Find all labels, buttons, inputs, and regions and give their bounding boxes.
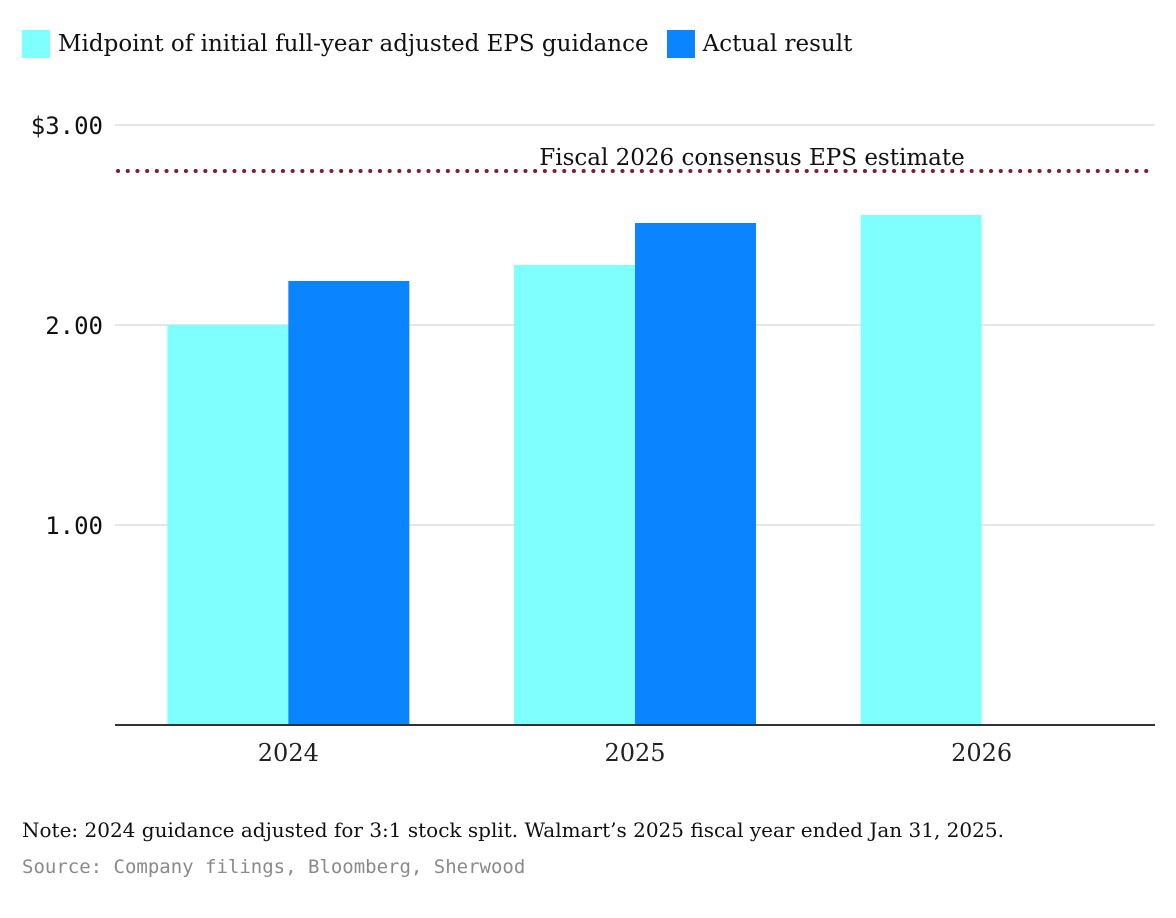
bar-actual [635,223,756,725]
legend-swatch-actual [666,30,695,58]
bar-actual [288,281,410,725]
y-tick-label: $3.00 [31,112,103,140]
legend-label-actual: Actual result [702,31,853,57]
legend-item-actual: Actual result [666,30,853,58]
legend-item-guidance: Midpoint of initial full-year adjusted E… [22,30,649,58]
chart-legend: Midpoint of initial full-year adjusted E… [22,30,852,58]
chart-source: Source: Company filings, Bloomberg, Sher… [22,856,526,878]
bar-guidance [167,325,289,725]
consensus-reference-label: Fiscal 2026 consensus EPS estimate [539,145,964,171]
bar-guidance [860,215,982,725]
y-tick-label: 2.00 [45,312,103,340]
legend-label-guidance: Midpoint of initial full-year adjusted E… [58,31,649,57]
y-tick-label: 1.00 [45,512,103,540]
bar-guidance [514,265,635,725]
chart-note: Note: 2024 guidance adjusted for 3:1 sto… [22,818,1004,842]
x-tick-label: 2026 [951,739,1012,767]
eps-bar-chart: 1.00 2.00 $3.00 2024 2025 2026 Fiscal 2026 con… [31,112,1155,767]
x-tick-label: 2024 [258,739,319,767]
legend-swatch-guidance [22,30,50,58]
x-tick-label: 2025 [604,739,665,767]
